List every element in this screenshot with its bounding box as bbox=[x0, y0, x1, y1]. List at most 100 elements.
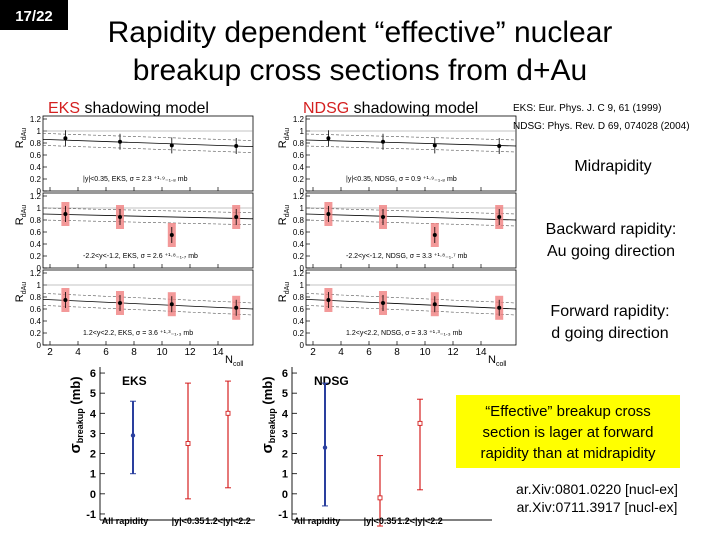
title-line: Rapidity dependent “effective” nuclear bbox=[108, 16, 613, 49]
y-axis-label-sub: dAu bbox=[284, 205, 291, 218]
model-name: NDSG bbox=[303, 100, 349, 117]
y-tick-label: 0 bbox=[300, 264, 305, 273]
region-label: Forward rapidity: bbox=[550, 303, 669, 320]
y-tick-label: 0.8 bbox=[30, 293, 42, 302]
data-point bbox=[326, 298, 331, 302]
x-axis-label: Ncoll bbox=[488, 354, 507, 368]
y-tick-label: 1.2 bbox=[30, 115, 42, 124]
panel-legend: |y|<0.35, EKS, σ = 2.3 ⁺¹·⁹₋₁.₈ mb bbox=[83, 176, 188, 183]
data-point bbox=[118, 301, 122, 305]
fit-band bbox=[305, 133, 517, 141]
title-line: breakup cross sections from d+Au bbox=[133, 54, 587, 87]
x-tick-label: 6 bbox=[366, 347, 372, 358]
x-axis-label-main: N bbox=[488, 354, 496, 366]
x-category-label: |y|<0.35 bbox=[172, 516, 205, 526]
fit-line bbox=[42, 139, 254, 147]
data-point bbox=[326, 212, 331, 216]
x-axis-label: Ncoll bbox=[225, 354, 244, 368]
slide-number-box bbox=[0, 0, 68, 30]
data-point bbox=[432, 143, 437, 148]
panel-frame bbox=[305, 269, 517, 346]
data-point bbox=[497, 305, 502, 310]
y-tick-label: 0 bbox=[37, 341, 42, 350]
fit-band bbox=[42, 305, 254, 316]
y-tick-label: 0.2 bbox=[30, 252, 42, 261]
model-suffix: shadowing model bbox=[80, 100, 209, 117]
x-tick-label: 14 bbox=[212, 347, 224, 358]
fit-band bbox=[305, 305, 517, 316]
panel-title: NDSG bbox=[314, 374, 349, 388]
region-label: Au going direction bbox=[547, 243, 675, 260]
fit-band bbox=[305, 207, 517, 215]
data-point bbox=[234, 215, 239, 219]
y-tick-label: 1.2 bbox=[293, 115, 305, 124]
region-label: Midrapidity bbox=[574, 158, 651, 175]
panel-title: EKS bbox=[122, 374, 147, 388]
y-axis-label: σbreakup (mb) bbox=[259, 376, 277, 453]
y-tick-label: 0.2 bbox=[293, 175, 305, 184]
data-point bbox=[381, 139, 385, 144]
y-tick-label: -1 bbox=[278, 509, 288, 521]
y-axis-label-main: R bbox=[14, 217, 26, 225]
x-category-label: |y|<0.35 bbox=[364, 516, 397, 526]
y-tick-label: 0 bbox=[90, 489, 96, 501]
y-tick-label: 0.8 bbox=[30, 216, 42, 225]
y-tick-label: 4 bbox=[282, 408, 289, 420]
y-axis-label: RdAu bbox=[277, 128, 291, 149]
data-point bbox=[234, 305, 239, 310]
y-axis-label: RdAu bbox=[14, 205, 28, 226]
y-tick-label: 1.2 bbox=[30, 269, 42, 278]
y-tick-label: 6 bbox=[90, 368, 96, 380]
y-axis-label-main: R bbox=[14, 140, 26, 148]
data-point bbox=[169, 302, 174, 307]
data-point bbox=[432, 233, 437, 237]
y-axis-label: RdAu bbox=[14, 282, 28, 303]
fit-line bbox=[42, 213, 254, 220]
x-tick-label: 8 bbox=[131, 347, 137, 358]
y-tick-label: 0.6 bbox=[293, 305, 305, 314]
y-tick-label: 0.6 bbox=[293, 151, 305, 160]
x-tick-label: 2 bbox=[47, 347, 53, 358]
y-tick-label: 0.4 bbox=[293, 163, 305, 172]
y-tick-label: 2 bbox=[90, 449, 96, 461]
data-point bbox=[63, 298, 68, 302]
y-tick-label: 5 bbox=[90, 388, 96, 400]
y-tick-label: 5 bbox=[282, 388, 288, 400]
y-tick-label: 0.8 bbox=[293, 293, 305, 302]
y-axis-label-main: σ bbox=[67, 443, 84, 453]
x-tick-label: 12 bbox=[447, 347, 459, 358]
fit-band bbox=[42, 293, 254, 304]
y-tick-label: 0.8 bbox=[293, 216, 305, 225]
data-point bbox=[169, 143, 174, 148]
y-tick-label: 0.4 bbox=[293, 240, 305, 249]
data-point bbox=[225, 410, 231, 416]
data-point bbox=[63, 212, 68, 216]
y-tick-label: 1 bbox=[282, 469, 288, 481]
y-tick-label: 0.8 bbox=[30, 139, 42, 148]
x-axis-label-sub: coll bbox=[233, 361, 244, 368]
data-point bbox=[169, 233, 174, 237]
x-tick-label: 6 bbox=[103, 347, 109, 358]
y-tick-label: 0 bbox=[300, 341, 305, 350]
fit-band bbox=[42, 219, 254, 226]
x-category-label: 1.2<|y|<2.2 bbox=[205, 516, 251, 526]
panel-legend: -2.2<y<-1.2, NDSG, σ = 3.3 ⁺¹·⁸₋₁.⁷ mb bbox=[346, 253, 467, 260]
model-heading: EKS shadowing model bbox=[48, 100, 209, 117]
x-category-label: 1.2<|y|<2.2 bbox=[397, 516, 443, 526]
fit-band bbox=[42, 133, 254, 141]
arxiv: ar.Xiv:0711.3917 [nucl-ex] bbox=[517, 499, 678, 515]
y-tick-label: 0 bbox=[282, 489, 288, 501]
data-point bbox=[497, 215, 502, 219]
y-tick-label: 1.2 bbox=[293, 192, 305, 201]
note-line: “Effective” breakup cross bbox=[485, 403, 651, 420]
y-tick-label: 0.4 bbox=[30, 163, 42, 172]
x-axis-label-sub: coll bbox=[496, 361, 507, 368]
panel-legend: 1.2<y<2.2, NDSG, σ = 3.3 ⁺¹·³₋₁.₃ mb bbox=[346, 330, 462, 337]
panel-frame bbox=[42, 115, 254, 192]
model-heading: NDSG shadowing model bbox=[303, 100, 478, 117]
x-tick-label: 14 bbox=[475, 347, 487, 358]
arxiv: ar.Xiv:0801.0220 [nucl-ex] bbox=[516, 481, 678, 497]
panel-frame bbox=[42, 192, 254, 269]
panel-legend: -2.2<y<-1.2, EKS, σ = 2.6 ⁺¹·⁸₋₁.₇ mb bbox=[83, 253, 198, 260]
y-axis-label-sub: breakup bbox=[75, 408, 85, 444]
